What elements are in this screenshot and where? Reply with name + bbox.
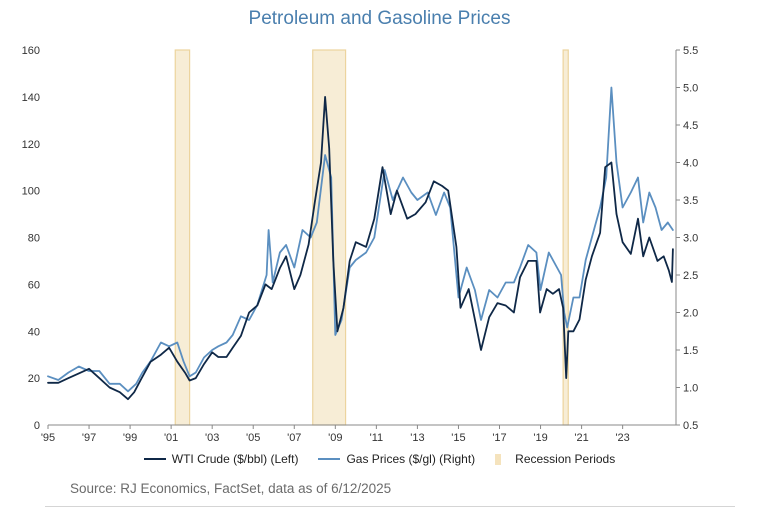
x-tick-label: '95 xyxy=(41,432,55,444)
legend-swatch-recession xyxy=(495,453,502,465)
x-tick-label: '13 xyxy=(410,432,424,444)
y-right-tick-label: 1.0 xyxy=(683,383,698,395)
y-right-tick-label: 4.0 xyxy=(683,158,698,170)
series-line-wti-crude xyxy=(47,96,674,401)
x-tick-label: '23 xyxy=(615,432,629,444)
x-tick-label: '07 xyxy=(287,432,301,444)
chart-title: Petroleum and Gasoline Prices xyxy=(248,8,511,29)
y-left-tick-label: 60 xyxy=(28,279,40,291)
legend-item-wti: WTI Crude ($/bbl) (Left) xyxy=(143,452,299,466)
series-line-gas-prices xyxy=(47,86,674,393)
legend-swatch-gas xyxy=(318,458,341,460)
legend-item-recession: Recession Periods xyxy=(495,452,615,466)
legend-label-gas: Gas Prices ($/gl) (Right) xyxy=(346,452,476,466)
y-left-tick-label: 120 xyxy=(22,139,40,151)
y-right-tick-label: 0.5 xyxy=(683,420,698,432)
series-layer xyxy=(47,86,674,401)
x-tick-label: '09 xyxy=(328,432,342,444)
y-right-tick-label: 3.5 xyxy=(683,195,698,207)
axes-layer: '95 '97 '99 '01 '03 '05 '07 '09 '11 '13 '15 '17 '19 '… xyxy=(22,45,699,444)
y-left-tick-label: 40 xyxy=(28,326,40,338)
y-left-tick-label: 100 xyxy=(22,186,40,198)
x-tick-label: '17 xyxy=(492,432,506,444)
chart-legend: WTI Crude ($/bbl) (Left) Gas Prices ($/g… xyxy=(0,452,759,466)
y-left-tick-label: 140 xyxy=(22,92,40,104)
legend-label-recession: Recession Periods xyxy=(515,452,616,466)
y-left-tick-label: 160 xyxy=(22,45,40,57)
y-left-tick-label: 80 xyxy=(28,233,40,245)
y-right-tick-label: 5.5 xyxy=(683,45,698,57)
y-right-tick-label: 5.0 xyxy=(683,83,698,95)
x-tick-label: '01 xyxy=(164,432,178,444)
source-note: Source: RJ Economics, FactSet, data as o… xyxy=(70,481,392,496)
x-tick-label: '03 xyxy=(205,432,219,444)
y-right-tick-label: 1.5 xyxy=(683,345,698,357)
x-tick-label: '15 xyxy=(451,432,465,444)
recession-layer xyxy=(174,49,569,426)
recession-band-2 xyxy=(312,49,347,426)
legend-label-wti: WTI Crude ($/bbl) (Left) xyxy=(171,452,299,466)
y-left-tick-label: 20 xyxy=(28,373,40,385)
x-tick-label: '11 xyxy=(370,432,384,444)
y-right-tick-label: 2.0 xyxy=(683,308,698,320)
legend-swatch-wti xyxy=(143,458,166,460)
x-tick-label: '05 xyxy=(246,432,260,444)
x-tick-label: '19 xyxy=(533,432,547,444)
x-tick-label: '99 xyxy=(123,432,137,444)
y-right-tick-label: 4.5 xyxy=(683,120,698,132)
footer-divider xyxy=(45,506,735,507)
legend-item-gas: Gas Prices ($/gl) (Right) xyxy=(318,452,475,466)
y-right-tick-label: 2.5 xyxy=(683,270,698,282)
x-tick-label: '97 xyxy=(82,432,96,444)
x-tick-label: '21 xyxy=(574,432,588,444)
y-left-tick-label: 0 xyxy=(34,420,40,432)
y-right-tick-label: 3.0 xyxy=(683,233,698,245)
